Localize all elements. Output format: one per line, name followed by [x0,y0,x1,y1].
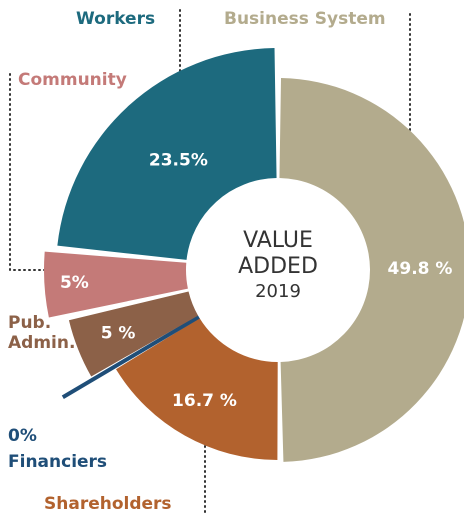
value-label: 5 % [101,323,136,343]
chart-subtitle: 2019 [255,281,301,302]
donut-slice [68,291,199,377]
value-label: 0% [8,426,37,446]
donut-slice [279,78,464,462]
donut-slice [57,48,277,260]
legend-label: Pub. Admin. [8,313,76,353]
legend-label: Shareholders [44,494,172,514]
donut-slice [115,318,278,460]
legend-label: Business System [224,9,386,29]
donut-slice [44,251,188,318]
value-label: 49.8 % [388,259,453,279]
leader-line [9,73,47,271]
value-label: 23.5% [149,151,208,171]
chart-title: VALUE ADDED [238,228,318,279]
legend-label: Financiers [8,452,108,472]
value-label: 16.7 % [172,391,237,411]
legend-label: Community [18,70,127,90]
legend-label: Workers [76,9,156,29]
center-label: VALUE ADDED 2019 [218,228,338,304]
value-label: 5% [60,273,89,293]
donut-slice [61,315,200,399]
